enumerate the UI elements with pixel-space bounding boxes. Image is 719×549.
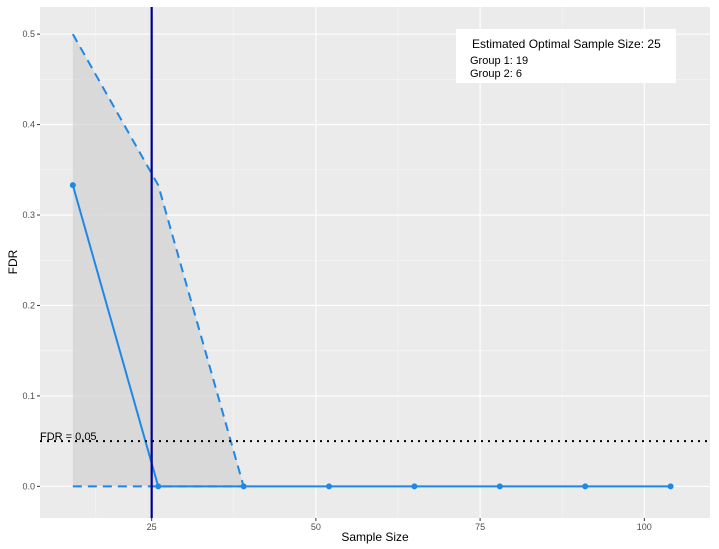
data-point: [69, 182, 76, 189]
x-tick-label: 75: [475, 522, 485, 532]
series-line: [71, 184, 671, 488]
x-axis-title: Sample Size: [341, 530, 409, 544]
data-point: [240, 483, 247, 490]
band-area: [72, 34, 244, 487]
y-tick-label: 0.4: [22, 120, 35, 130]
y-tick-label: 0.3: [22, 210, 35, 220]
y-axis-title: FDR: [6, 249, 20, 274]
x-tick-label: 25: [147, 522, 157, 532]
y-tick-label: 0.5: [22, 29, 35, 39]
data-point: [411, 483, 418, 490]
data-point: [496, 483, 503, 490]
fdr-threshold-label: FDR = 0.05: [40, 431, 97, 443]
x-tick-label: 50: [311, 522, 321, 532]
data-point: [582, 483, 589, 490]
y-axis-ticks: 0.0 0.1 0.2 0.3 0.4 0.5: [22, 29, 40, 491]
legend-box: Estimated Optimal Sample Size: 25 Group …: [456, 29, 676, 83]
x-axis-ticks: 25 50 75 100: [147, 518, 652, 532]
legend-group-1: Group 1: 19: [470, 55, 528, 67]
legend-group-2: Group 2: 6: [470, 68, 522, 80]
y-tick-label: 0.1: [22, 391, 35, 401]
y-tick-label: 0.0: [22, 481, 35, 491]
legend-optimal-size: Estimated Optimal Sample Size: 25: [472, 37, 661, 51]
reference-lines: [40, 7, 710, 518]
data-point: [326, 483, 333, 490]
legend-background: [456, 29, 676, 83]
x-tick-label: 100: [637, 522, 652, 532]
y-tick-label: 0.2: [22, 300, 35, 310]
series-layer: [69, 182, 674, 490]
band-upper-line: [71, 33, 245, 487]
data-point: [155, 483, 162, 490]
data-point: [667, 483, 674, 490]
